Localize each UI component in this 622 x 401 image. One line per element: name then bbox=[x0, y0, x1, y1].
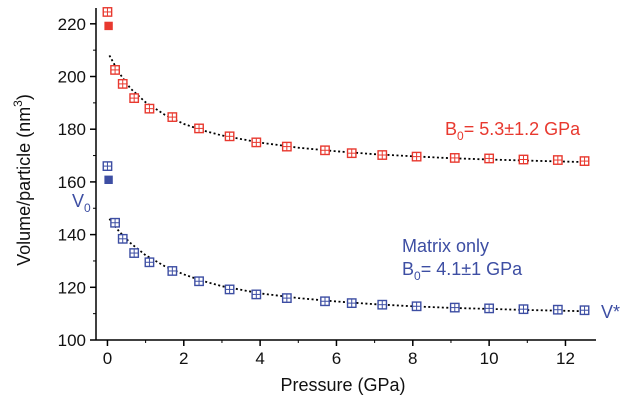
bulk-modulus-value: = 5.3±1.2 GPa bbox=[464, 119, 581, 139]
x-tick-label: 12 bbox=[556, 349, 575, 368]
x-axis-title: Pressure (GPa) bbox=[280, 375, 405, 395]
data-point-blue bbox=[102, 161, 113, 171]
bulk-modulus-value: = 4.1±1 GPa bbox=[421, 259, 523, 279]
bulk-modulus-subscript: 0 bbox=[457, 129, 464, 143]
data-point-blue bbox=[194, 276, 204, 287]
data-point-red bbox=[167, 112, 178, 122]
data-point-blue bbox=[144, 257, 155, 268]
data-point-red bbox=[449, 153, 460, 163]
data-point-red bbox=[411, 151, 422, 162]
data-points bbox=[102, 7, 590, 316]
y-tick-label: 200 bbox=[58, 68, 86, 87]
bulk-modulus-label-blue: B0= 4.1±1 GPa bbox=[402, 259, 523, 283]
x-tick-label: 0 bbox=[103, 349, 112, 368]
y-tick-label: 220 bbox=[58, 15, 86, 34]
data-point-blue bbox=[484, 303, 495, 314]
matrix-only-label: Matrix only bbox=[402, 236, 489, 256]
data-point-red bbox=[117, 78, 128, 89]
data-point-blue bbox=[224, 284, 235, 295]
data-point-red bbox=[224, 131, 235, 142]
bulk-modulus-prefix: B bbox=[402, 259, 414, 279]
data-point-red bbox=[377, 150, 388, 160]
bulk-modulus-label-red: B0= 5.3±1.2 GPa bbox=[445, 119, 581, 143]
data-point-red bbox=[484, 153, 495, 164]
data-point-blue bbox=[129, 248, 140, 258]
data-point-red bbox=[144, 103, 155, 114]
v0-prefix: V bbox=[72, 191, 84, 211]
data-point-blue bbox=[110, 217, 120, 228]
point-marker bbox=[104, 21, 113, 31]
v0-subscript: 0 bbox=[84, 201, 91, 215]
data-point-red bbox=[129, 93, 140, 104]
y-tick-label: 140 bbox=[58, 226, 86, 245]
y-tick-label: 160 bbox=[58, 173, 86, 192]
y-axis-title: Volume/particle (nm3) bbox=[11, 94, 34, 266]
data-point-blue bbox=[117, 233, 128, 244]
data-point-red bbox=[194, 123, 204, 134]
data-point-red bbox=[281, 141, 292, 152]
data-point-blue bbox=[167, 266, 178, 276]
data-point-blue bbox=[411, 301, 422, 312]
y-ticks: 100 120 140 160 180 200 220 bbox=[58, 15, 96, 350]
data-point-red bbox=[104, 21, 113, 31]
data-point-red bbox=[102, 7, 113, 17]
fit-curve-red bbox=[108, 54, 587, 163]
annotations: B0= 5.3±1.2 GPa Matrix only B0= 4.1±1 GP… bbox=[72, 119, 620, 322]
v0-label: V0 bbox=[72, 191, 91, 215]
x-tick-label: 4 bbox=[255, 349, 264, 368]
data-point-blue bbox=[518, 304, 529, 315]
x-tick-label: 10 bbox=[480, 349, 499, 368]
fit-curves bbox=[108, 54, 587, 313]
data-point-red bbox=[320, 145, 330, 156]
data-point-blue bbox=[251, 289, 262, 300]
bulk-modulus-subscript: 0 bbox=[414, 269, 421, 283]
data-point-red bbox=[110, 65, 120, 75]
data-point-red bbox=[251, 137, 262, 148]
data-point-red bbox=[346, 148, 357, 159]
data-point-blue bbox=[346, 298, 357, 309]
x-tick-label: 2 bbox=[179, 349, 188, 368]
data-point-blue bbox=[281, 293, 292, 304]
axes bbox=[95, 8, 596, 341]
y-axis-title-close: ) bbox=[14, 94, 34, 100]
data-point-red bbox=[518, 154, 529, 165]
data-point-blue bbox=[552, 304, 563, 315]
x-tick-label: 6 bbox=[332, 349, 341, 368]
y-axis-title-text: Volume/particle (nm bbox=[14, 107, 34, 266]
data-point-blue bbox=[320, 296, 330, 307]
y-tick-label: 180 bbox=[58, 120, 86, 139]
data-point-red bbox=[579, 156, 590, 166]
bulk-modulus-prefix: B bbox=[445, 119, 457, 139]
data-point-red bbox=[552, 155, 563, 165]
y-tick-label: 100 bbox=[58, 331, 86, 350]
data-point-blue bbox=[579, 305, 590, 316]
x-ticks: 0 2 4 6 8 10 12 bbox=[103, 340, 575, 368]
y-tick-label: 120 bbox=[58, 278, 86, 297]
y-axis-title-superscript: 3 bbox=[11, 100, 25, 107]
data-point-blue bbox=[377, 299, 388, 310]
point-marker bbox=[104, 175, 113, 184]
data-point-blue bbox=[104, 175, 113, 184]
data-point-blue bbox=[449, 302, 460, 313]
x-tick-label: 8 bbox=[408, 349, 417, 368]
vstar-label: V* bbox=[601, 302, 620, 322]
